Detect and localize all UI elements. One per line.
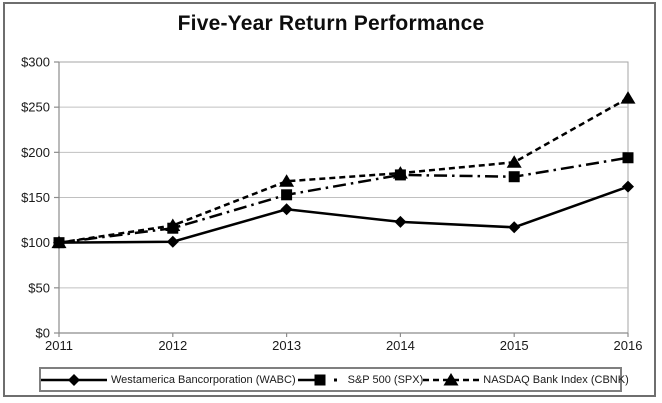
triangle-legend-marker — [443, 372, 459, 385]
diamond-marker — [280, 203, 293, 216]
wabc-legend-symbol — [41, 373, 107, 386]
legend-item-wabc: Westamerica Bancorporation (WABC) — [41, 373, 296, 387]
x-tick-label: 2013 — [272, 338, 301, 353]
triangle-marker — [506, 155, 522, 168]
diamond-series-line — [58, 185, 629, 244]
x-tick-label: 2014 — [386, 338, 415, 353]
diamond-marker — [508, 221, 521, 234]
chart-frame — [3, 2, 656, 397]
cbnk-legend-symbol — [423, 372, 480, 385]
square-marker — [281, 189, 293, 201]
square-marker — [167, 222, 179, 234]
legend-label-cbnk: NASDAQ Bank Index (CBNK) — [483, 373, 629, 386]
y-tick-label: $0 — [36, 326, 50, 341]
square-series-line — [58, 156, 629, 244]
triangle-marker — [620, 91, 636, 104]
legend-dot — [333, 378, 337, 381]
x-tick-label: 2015 — [500, 338, 529, 353]
legend-label-spx: S&P 500 (SPX) — [347, 373, 424, 386]
square-marker — [622, 152, 634, 164]
triangle-series-line — [58, 97, 629, 244]
y-tick-label: $200 — [21, 145, 50, 160]
legend-item-cbnk: NASDAQ Bank Index (CBNK) — [423, 372, 629, 387]
y-tick-label: $250 — [21, 100, 50, 115]
y-tick-label: $100 — [21, 235, 50, 250]
diamond-marker — [622, 180, 634, 193]
y-tick-label: $50 — [28, 280, 50, 295]
diamond-marker — [166, 235, 179, 248]
diamond-legend-marker — [68, 373, 80, 386]
chart-title: Five-Year Return Performance — [177, 12, 485, 35]
legend-item-spx: S&P 500 (SPX) — [296, 373, 424, 387]
y-tick-label: $300 — [21, 55, 50, 70]
legend-label-wabc: Westamerica Bancorporation (WABC) — [111, 373, 296, 386]
square-marker — [508, 171, 520, 183]
y-tick-label: $150 — [21, 190, 50, 205]
diamond-marker — [394, 215, 407, 228]
x-tick-label: 2016 — [614, 338, 643, 353]
x-tick-label: 2011 — [45, 338, 73, 353]
square-marker — [53, 237, 65, 249]
triangle-marker — [279, 174, 295, 187]
square-legend-marker — [314, 374, 326, 385]
legend: Westamerica Bancorporation (WABC) S&P 50… — [39, 367, 629, 392]
x-tick-label: 2012 — [158, 338, 187, 353]
square-marker — [394, 169, 406, 181]
spx-legend-symbol — [297, 374, 337, 385]
